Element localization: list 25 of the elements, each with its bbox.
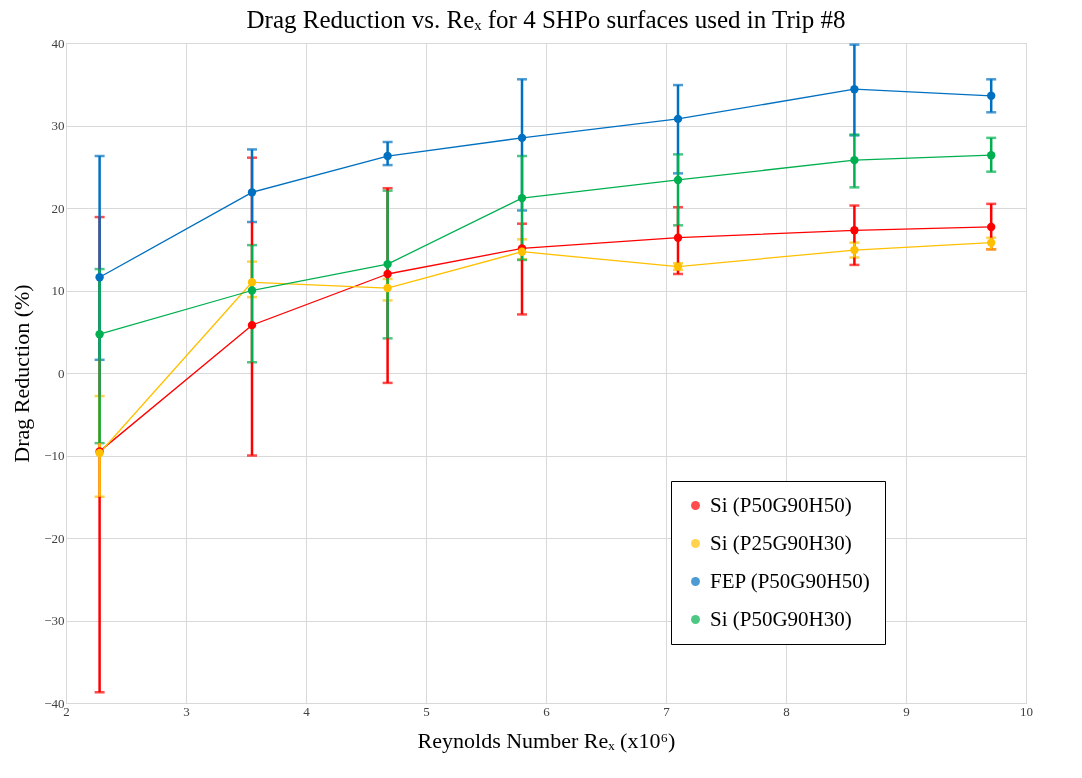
y-tick-label: −20: [44, 530, 65, 546]
y-tick-label: 20: [51, 200, 65, 216]
x-tick-label: 4: [303, 703, 311, 719]
x-tick-label: 8: [783, 703, 790, 719]
x-tick-label: 7: [663, 703, 671, 719]
chart-title: Drag Reduction vs. Reₓ for 4 SHPo surfaces used in Trip #8: [246, 6, 846, 33]
legend-label: Si (P25G90H30): [710, 530, 852, 555]
x-tick-label: 5: [423, 703, 430, 719]
x-tick-label: 2: [63, 703, 70, 719]
y-tick-label: −30: [44, 613, 65, 628]
x-tick-label: 9: [903, 703, 910, 719]
y-tick-label: 30: [51, 118, 65, 133]
x-axis-title: Reynolds Number Reₓ (x10⁶): [417, 727, 676, 753]
y-tick-label: 10: [51, 283, 65, 298]
y-tick-label: −10: [44, 448, 65, 463]
y-tick-label: 40: [51, 35, 65, 51]
x-tick-label: 3: [183, 703, 190, 719]
legend-label: Si (P50G90H30): [710, 606, 852, 631]
x-tick-label: 6: [543, 703, 551, 719]
legend-label: Si (P50G90H50): [710, 492, 852, 517]
y-axis-title: Drag Reduction (%): [9, 284, 35, 463]
y-tick-label: 0: [58, 365, 65, 381]
y-tick-label: −40: [44, 695, 65, 711]
legend-label: FEP (P50G90H50): [710, 568, 870, 593]
x-tick-label: 10: [1020, 703, 1033, 719]
